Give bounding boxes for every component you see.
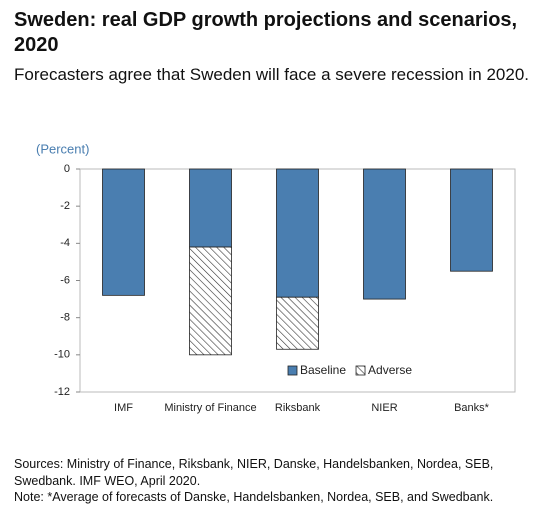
- bar: [363, 168, 406, 300]
- y-tick-label: -10: [54, 349, 70, 361]
- y-tick-label: -2: [60, 200, 70, 212]
- legend-label: Baseline: [300, 363, 346, 377]
- chart-title: Sweden: real GDP growth projections and …: [14, 9, 518, 56]
- x-tick-label: NIER: [371, 402, 397, 414]
- bar: [102, 168, 145, 296]
- note: Note: *Average of forecasts of Danske, H…: [14, 490, 494, 504]
- bar: [189, 168, 232, 248]
- bar: [276, 168, 319, 298]
- footnotes: Sources: Ministry of Finance, Riksbank, …: [14, 456, 514, 506]
- x-tick-label: IMF: [114, 402, 133, 414]
- x-tick-label: Riksbank: [275, 402, 321, 414]
- x-tick-label: Ministry of Finance: [164, 402, 256, 414]
- legend-swatch: [355, 365, 366, 376]
- y-tick-label: -12: [54, 386, 70, 398]
- sources: Sources: Ministry of Finance, Riksbank, …: [14, 457, 494, 488]
- y-tick-label: -6: [60, 274, 70, 286]
- y-tick-label: -4: [60, 237, 70, 249]
- bar: [450, 168, 493, 272]
- legend-label: Adverse: [368, 363, 412, 377]
- chart-subtitle: Forecasters agree that Sweden will face …: [14, 65, 529, 84]
- y-tick-label: 0: [64, 163, 70, 175]
- legend-swatch: [287, 365, 298, 376]
- bar: [189, 246, 232, 356]
- y-axis-label: (Percent): [36, 141, 89, 156]
- x-tick-label: Banks*: [454, 402, 490, 414]
- y-tick-label: -8: [60, 312, 70, 324]
- bar: [276, 296, 319, 350]
- chart: (Percent) 0 -2 -4 -6 -8 -10 -12 IMF Ministry of …: [36, 141, 516, 414]
